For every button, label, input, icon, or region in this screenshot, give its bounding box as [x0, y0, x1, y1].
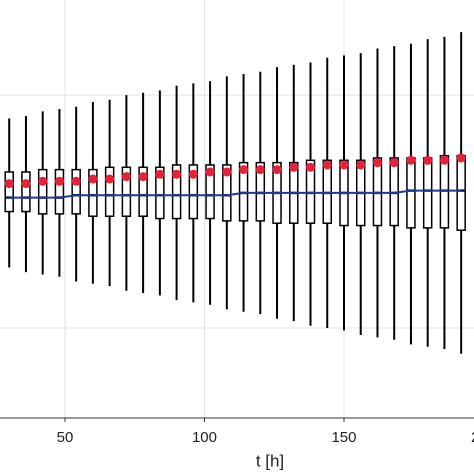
mean-point [406, 155, 416, 165]
mean-point [222, 167, 232, 177]
mean-point [38, 176, 48, 186]
mean-point [423, 155, 433, 165]
box [171, 164, 182, 220]
x-tick-label: 50 [57, 429, 74, 446]
median-line [9, 189, 462, 199]
box [54, 168, 65, 215]
box [155, 166, 165, 220]
mean-point [439, 155, 449, 165]
mean-point [205, 167, 215, 177]
mean-point [21, 179, 31, 189]
mean-point [155, 169, 165, 179]
mean-point [306, 162, 316, 172]
box [205, 164, 215, 220]
mean-point [188, 169, 198, 179]
mean-point [322, 160, 332, 170]
box [4, 171, 14, 213]
mean-point [105, 174, 115, 184]
mean-point [356, 160, 366, 170]
mean-point [71, 176, 81, 186]
mean-point [389, 158, 399, 168]
plot-area [0, 0, 474, 418]
mean-point [138, 172, 148, 182]
mean-point [456, 153, 466, 163]
box [222, 164, 232, 222]
x-tick-label: 200 [471, 429, 474, 446]
box [21, 171, 31, 213]
mean-point [272, 165, 282, 175]
mean-point [255, 165, 265, 175]
mean-point [339, 160, 349, 170]
box [422, 157, 433, 229]
mean-point [372, 158, 382, 168]
mean-point [289, 162, 299, 172]
mean-point [239, 165, 249, 175]
mean-point [54, 176, 64, 186]
box [456, 154, 466, 231]
box [104, 166, 115, 217]
box [88, 168, 98, 217]
mean-point [88, 174, 98, 184]
mean-point [121, 172, 131, 182]
x-tick-label: 100 [192, 429, 217, 446]
box [406, 157, 416, 229]
box [188, 164, 199, 220]
box [37, 168, 48, 215]
box [138, 166, 148, 217]
x-tick-label: 150 [331, 429, 356, 446]
mean-point [172, 169, 182, 179]
box [121, 166, 132, 217]
box [71, 168, 81, 215]
x-axis-label: t [h] [256, 451, 284, 470]
mean-point [4, 179, 14, 189]
